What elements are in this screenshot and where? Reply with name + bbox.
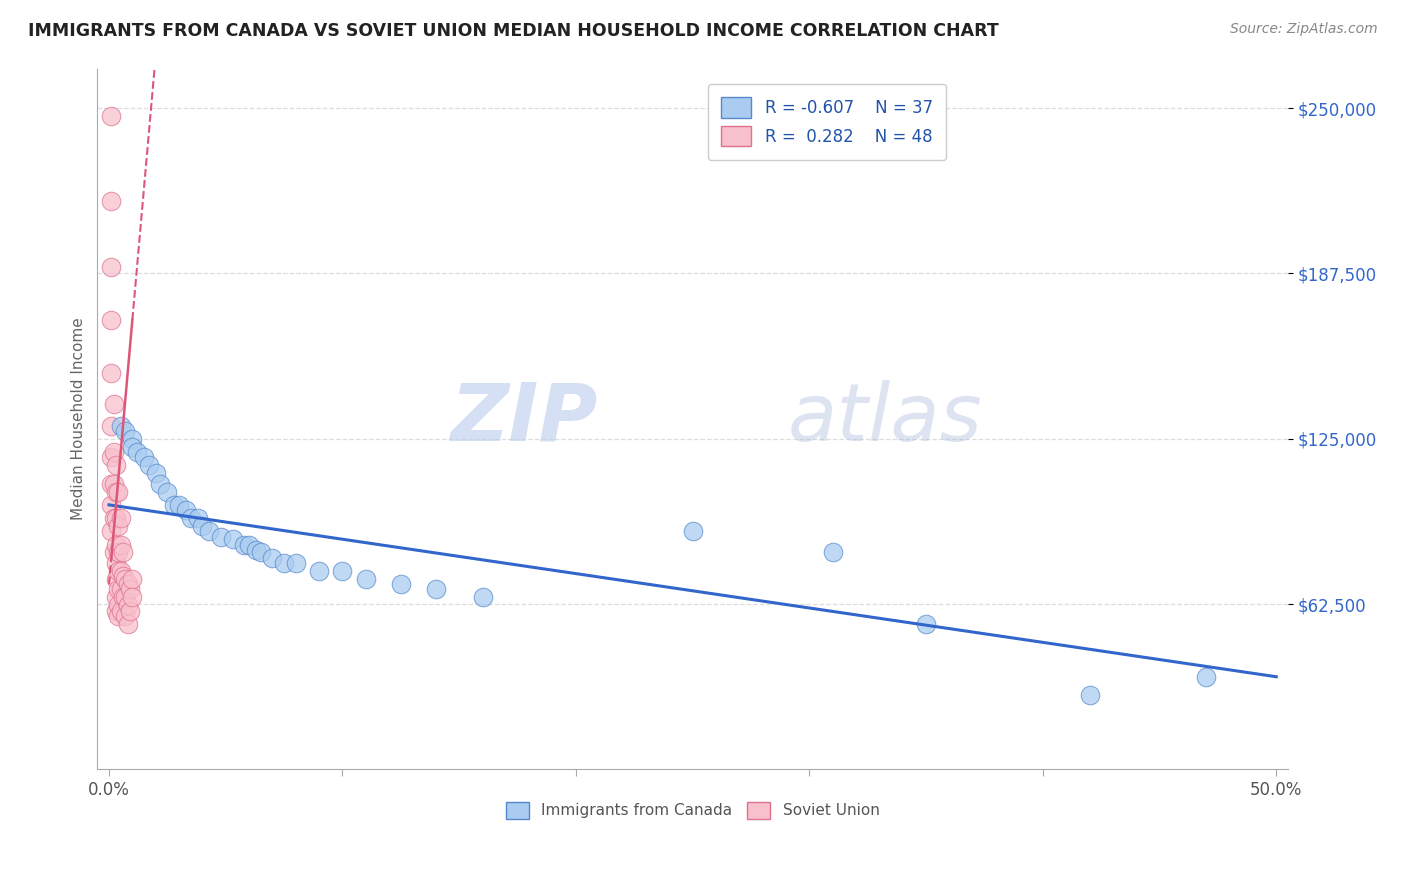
Point bbox=[105, 484, 128, 499]
Legend: Immigrants from Canada, Soviet Union: Immigrants from Canada, Soviet Union bbox=[499, 796, 886, 825]
Text: atlas: atlas bbox=[787, 380, 983, 458]
Point bbox=[110, 537, 132, 551]
Point bbox=[273, 556, 295, 570]
Point bbox=[105, 556, 128, 570]
Point bbox=[121, 432, 143, 446]
Point bbox=[114, 572, 136, 586]
Point bbox=[112, 591, 135, 605]
Point bbox=[114, 591, 136, 605]
Point bbox=[110, 564, 132, 578]
Point bbox=[100, 194, 122, 208]
Point bbox=[187, 511, 209, 525]
Point bbox=[222, 533, 245, 547]
Point bbox=[121, 440, 143, 454]
Point bbox=[233, 537, 256, 551]
Point bbox=[245, 542, 267, 557]
Point bbox=[107, 484, 129, 499]
Point bbox=[308, 564, 330, 578]
Point bbox=[107, 599, 129, 613]
Point bbox=[100, 312, 122, 326]
Point bbox=[132, 450, 155, 465]
Text: Source: ZipAtlas.com: Source: ZipAtlas.com bbox=[1230, 22, 1378, 37]
Point bbox=[100, 109, 122, 123]
Point bbox=[425, 582, 447, 597]
Point bbox=[389, 577, 412, 591]
Point bbox=[180, 511, 202, 525]
Point bbox=[107, 545, 129, 559]
Point bbox=[112, 545, 135, 559]
Point bbox=[100, 450, 122, 465]
Point bbox=[209, 530, 232, 544]
Point bbox=[1195, 670, 1218, 684]
Point bbox=[332, 564, 354, 578]
Point bbox=[354, 572, 377, 586]
Point bbox=[105, 511, 128, 525]
Point bbox=[138, 458, 160, 473]
Point bbox=[117, 577, 139, 591]
Point bbox=[105, 537, 128, 551]
Point bbox=[284, 556, 307, 570]
Point bbox=[238, 537, 260, 551]
Point bbox=[105, 572, 128, 586]
Point bbox=[191, 519, 214, 533]
Point bbox=[103, 397, 125, 411]
Point bbox=[110, 418, 132, 433]
Point bbox=[198, 524, 221, 539]
Point bbox=[107, 519, 129, 533]
Point bbox=[105, 458, 128, 473]
Point bbox=[114, 424, 136, 438]
Point bbox=[105, 604, 128, 618]
Point bbox=[262, 550, 284, 565]
Point bbox=[103, 445, 125, 459]
Point bbox=[682, 524, 704, 539]
Point bbox=[821, 545, 844, 559]
Point bbox=[110, 604, 132, 618]
Point bbox=[174, 503, 197, 517]
Y-axis label: Median Household Income: Median Household Income bbox=[72, 318, 86, 520]
Point bbox=[100, 498, 122, 512]
Point bbox=[118, 604, 141, 618]
Point bbox=[100, 418, 122, 433]
Point bbox=[117, 616, 139, 631]
Point bbox=[100, 476, 122, 491]
Point bbox=[156, 484, 179, 499]
Point bbox=[117, 599, 139, 613]
Point bbox=[100, 524, 122, 539]
Point bbox=[121, 591, 143, 605]
Point bbox=[103, 476, 125, 491]
Point bbox=[145, 466, 167, 480]
Text: ZIP: ZIP bbox=[450, 380, 598, 458]
Text: IMMIGRANTS FROM CANADA VS SOVIET UNION MEDIAN HOUSEHOLD INCOME CORRELATION CHART: IMMIGRANTS FROM CANADA VS SOVIET UNION M… bbox=[28, 22, 998, 40]
Point bbox=[107, 564, 129, 578]
Point bbox=[107, 608, 129, 623]
Point bbox=[114, 608, 136, 623]
Point bbox=[249, 545, 271, 559]
Point bbox=[121, 572, 143, 586]
Point bbox=[103, 511, 125, 525]
Point bbox=[125, 445, 148, 459]
Point bbox=[107, 582, 129, 597]
Point bbox=[149, 476, 172, 491]
Point bbox=[471, 591, 494, 605]
Point bbox=[915, 616, 938, 631]
Point bbox=[112, 569, 135, 583]
Point bbox=[105, 591, 128, 605]
Point bbox=[118, 582, 141, 597]
Point bbox=[167, 498, 190, 512]
Point bbox=[100, 366, 122, 380]
Point bbox=[103, 545, 125, 559]
Point bbox=[110, 511, 132, 525]
Point bbox=[163, 498, 186, 512]
Point bbox=[1078, 688, 1101, 702]
Point bbox=[100, 260, 122, 274]
Point bbox=[110, 582, 132, 597]
